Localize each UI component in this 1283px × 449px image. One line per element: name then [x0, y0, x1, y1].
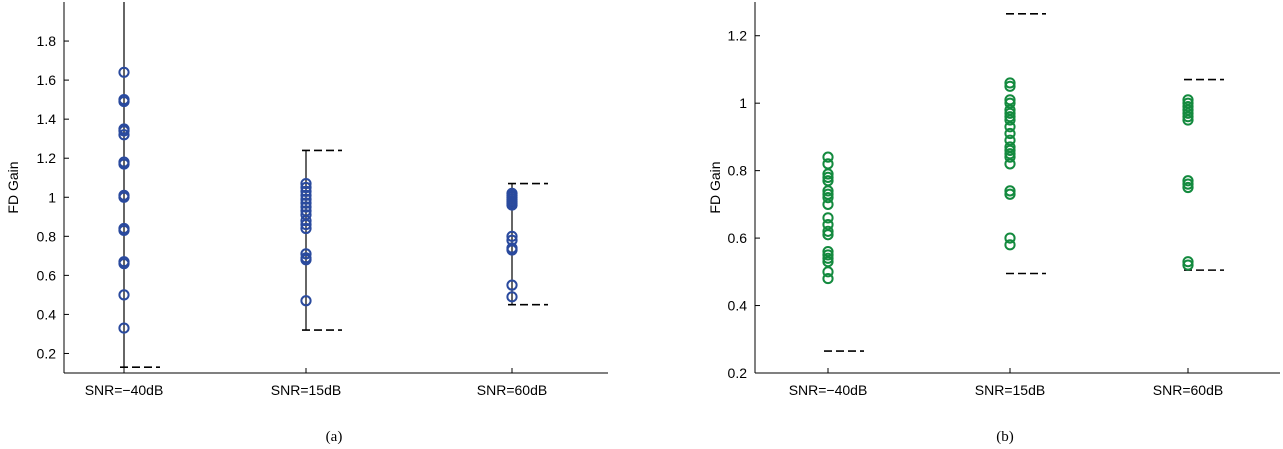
x-tick-label: SNR=−40dB [789, 382, 868, 398]
data-point [118, 289, 130, 301]
data-point [822, 168, 834, 180]
data-point [822, 185, 834, 197]
data-point [506, 279, 518, 291]
data-point [506, 244, 518, 256]
data-point [300, 201, 312, 213]
x-tick-label: SNR=−40dB [85, 382, 164, 398]
data-point [1004, 232, 1016, 244]
y-tick-label: 0.4 [728, 298, 748, 314]
data-point [506, 230, 518, 242]
data-point [822, 249, 834, 261]
y-tick-label: 1.6 [37, 72, 57, 88]
data-point [118, 191, 130, 203]
data-point [118, 66, 130, 78]
y-tick-label: 1.4 [37, 111, 57, 127]
x-tick-label: SNR=15dB [271, 382, 341, 398]
data-point [300, 219, 312, 231]
data-point [1004, 107, 1016, 119]
data-point [1004, 114, 1016, 126]
x-tick-label: SNR=15dB [975, 382, 1045, 398]
data-point [300, 181, 312, 194]
data-point [300, 248, 312, 260]
data-point [506, 199, 518, 211]
data-point [1004, 188, 1016, 200]
data-point [1004, 185, 1016, 197]
x-tick-label: SNR=60dB [477, 382, 547, 398]
data-point [1004, 77, 1016, 89]
y-tick-label: 1.2 [37, 150, 57, 166]
data-point [1004, 121, 1016, 133]
y-tick-label: 0.4 [37, 306, 57, 322]
data-point [1004, 151, 1016, 163]
data-point [822, 252, 834, 264]
data-point [1004, 80, 1016, 92]
data-point [300, 177, 312, 190]
data-point [1004, 127, 1016, 140]
panel-a-chart: 0.2 0.4 0.6 0.8 1 1.2 1.4 1.6 1.8 SNR=−40dB SNR=15… [5, 2, 608, 445]
data-point [822, 158, 834, 170]
data-point [300, 215, 312, 227]
y-axis-label: FD Gain [707, 161, 723, 213]
data-point [1182, 259, 1194, 271]
data-point [1182, 114, 1194, 126]
data-point [822, 212, 834, 224]
data-point [822, 229, 834, 241]
data-point [1182, 178, 1194, 190]
data-point [1004, 158, 1016, 170]
y-tick-label: 0.8 [37, 228, 57, 244]
panel-b-chart: 0.2 0.4 0.6 0.8 1 1.2 SNR=−40dB SNR=15dB SNR=60d… [707, 2, 1280, 445]
y-axis-label: FD Gain [5, 161, 21, 213]
data-point [822, 171, 834, 183]
data-point [506, 291, 518, 303]
data-point [300, 185, 312, 198]
y-tick-label: 0.2 [728, 365, 748, 381]
data-point [822, 198, 834, 210]
data-point [118, 158, 130, 170]
data-point [1004, 144, 1016, 156]
panel-caption: (b) [996, 429, 1014, 445]
data-point [1182, 256, 1194, 268]
panel-caption: (a) [326, 429, 343, 445]
data-point [822, 192, 834, 204]
data-point [118, 258, 130, 270]
data-point [822, 225, 834, 237]
data-point [118, 129, 130, 141]
data-point [1182, 181, 1194, 194]
y-tick-label: 1 [739, 95, 747, 111]
data-point [300, 254, 312, 266]
data-point [300, 222, 312, 235]
data-point [300, 189, 312, 201]
data-point [822, 151, 834, 163]
y-tick-label: 1.8 [37, 33, 57, 49]
data-point [300, 295, 312, 307]
data-point [118, 322, 130, 334]
data-point [822, 272, 834, 285]
data-point [300, 197, 312, 209]
data-point [1182, 107, 1194, 119]
data-point [1182, 175, 1194, 187]
x-tick-label: SNR=60dB [1153, 382, 1223, 398]
data-point [822, 266, 834, 278]
data-point [118, 224, 130, 237]
data-point [1182, 111, 1194, 123]
data-point [118, 125, 130, 137]
y-tick-label: 0.6 [37, 267, 57, 283]
y-tick-label: 1.2 [728, 28, 748, 44]
data-point [118, 95, 130, 108]
data-point [1004, 239, 1016, 251]
y-tick-label: 0.8 [728, 163, 748, 179]
y-tick-label: 0.6 [728, 230, 748, 246]
y-tick-label: 1 [48, 189, 56, 205]
y-tick-label: 0.2 [37, 345, 57, 361]
data-point [300, 193, 312, 205]
